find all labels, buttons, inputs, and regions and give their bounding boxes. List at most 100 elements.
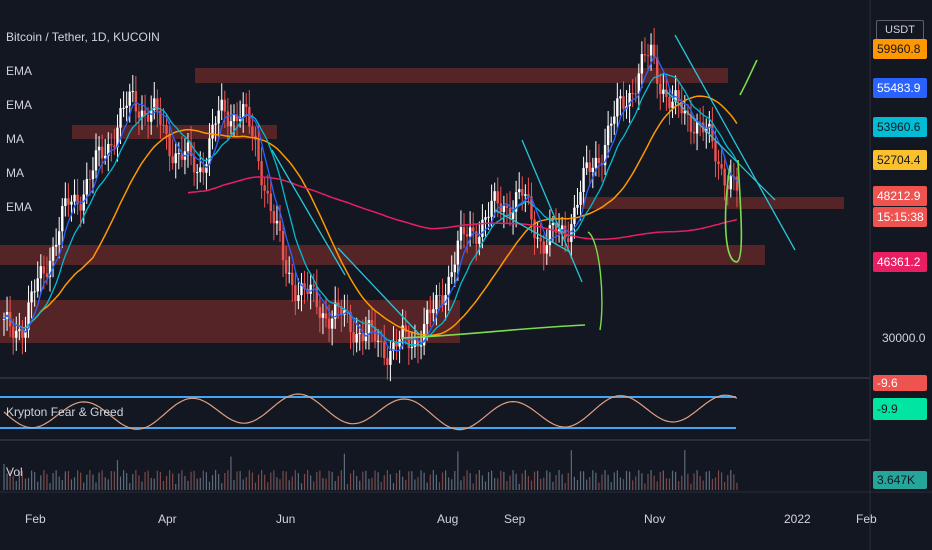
candle-body [82,194,85,211]
candle-body [453,264,456,273]
volume-bar [441,472,444,490]
osc-tag-2: -9.9 [873,398,927,420]
volume-bar [487,472,490,490]
volume-bar [141,481,143,490]
volume-bar [699,476,701,490]
volume-bar [110,471,112,490]
volume-bar [184,475,186,490]
candle-body [324,313,328,319]
candle-body [616,98,619,117]
candle-body [674,90,677,102]
candle-body [288,272,291,274]
candle-body [257,139,260,162]
candle-body [131,91,134,93]
volume-bar [34,472,36,490]
indicator-legend-ema-2[interactable]: EMA [6,98,33,112]
volume-bar [500,470,502,490]
candle-body [229,121,233,127]
candle-body [30,291,33,303]
candle-body [659,83,662,95]
volume-bar [349,473,352,490]
volume-bar [524,470,526,490]
candle-body [429,309,432,314]
candle-body [711,123,714,142]
volume-bar [199,477,201,490]
candle-body [235,114,239,122]
candle-body [202,167,205,173]
volume-bar [641,473,643,490]
candle-body [116,127,119,148]
volume-bar [18,471,20,490]
volume-bar [221,483,223,490]
candle-body [496,191,499,204]
volume-bar [417,477,419,490]
candle-body [668,96,671,109]
volume-bar [576,479,579,490]
volume-bar [116,460,119,490]
volume-bar [616,470,618,490]
candle-body [447,276,450,296]
volume-bar [362,471,364,490]
candle-body [318,306,322,318]
candle-body [15,330,18,338]
volume-bar [736,482,738,490]
oscillator-title[interactable]: Krypton Fear & Greed [6,405,124,419]
volume-bar [448,477,450,490]
ema-fast-line [3,55,738,352]
volume-bar [224,472,226,490]
volume-bar [607,474,609,490]
volume-bar [395,472,398,490]
candle-body [714,141,717,162]
candle-body [723,168,726,186]
volume-bar [159,471,161,490]
candle-body [505,205,509,209]
volume-bar [445,470,447,490]
volume-bar [165,475,168,490]
volume-bar [61,480,63,490]
indicator-legend-ema-1[interactable]: EMA [6,64,33,78]
volume-bar [12,475,14,490]
candle-body [330,318,334,329]
volume-bar [353,470,355,490]
symbol-title[interactable]: Bitcoin / Tether, 1D, KUCOIN [6,30,160,44]
volume-bar [40,475,42,490]
volume-bar [359,480,361,490]
candle-body [61,205,64,232]
volume-bar [592,470,594,490]
volume-bar [478,470,480,490]
volume-bar [601,474,603,490]
candle-body [490,200,493,217]
candle-body [628,92,631,107]
candle-body [33,291,36,293]
candle-body [640,54,644,74]
candle-body [48,260,52,278]
volume-bar [678,481,680,490]
candle-body [88,178,92,180]
volume-bar [27,477,30,490]
candle-body [146,114,150,122]
volume-bar [469,473,471,490]
currency-unit-button[interactable]: USDT [876,20,924,40]
indicator-legend-ema-3[interactable]: EMA [6,200,33,214]
indicator-legend-ma-1[interactable]: MA [6,132,24,146]
volume-bar [6,473,8,490]
candle-body [441,295,444,305]
volume-bar [423,472,425,490]
volume-bar [175,483,177,490]
candle-body [51,246,55,261]
volume-bar [515,473,517,490]
candle-body [588,162,591,172]
candle-body [465,234,469,237]
volume-bar [540,478,542,490]
candle-body [223,99,226,112]
volume-bar [687,473,689,490]
candle-body [275,220,279,224]
price-tag-ma-slow: 59960.8 [873,39,927,59]
volume-title[interactable]: Vol [6,465,23,479]
candle-body [269,193,272,211]
volume-bar [402,476,404,490]
volume-bar [86,474,88,490]
indicator-legend-ma-2[interactable]: MA [6,166,24,180]
volume-bar [21,470,23,490]
